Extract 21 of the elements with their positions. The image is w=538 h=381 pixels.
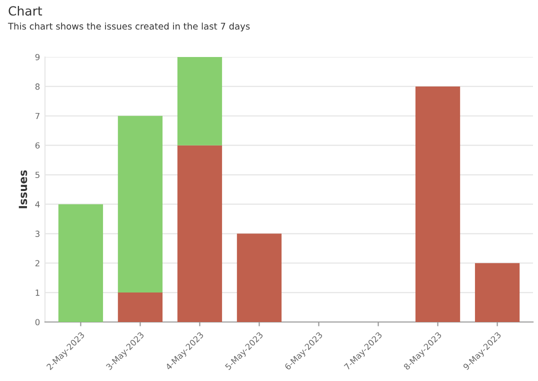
y-tick-label: 6	[35, 142, 40, 149]
y-tick-label: 4	[35, 201, 40, 208]
bar	[58, 204, 104, 322]
bar	[474, 263, 520, 322]
y-tick-label: 0	[35, 318, 40, 326]
bar	[177, 57, 222, 146]
y-tick-label: 9	[35, 54, 40, 60]
bar	[415, 86, 460, 322]
y-tick-label: 3	[35, 230, 40, 237]
bar	[236, 234, 282, 322]
y-tick-label: 1	[36, 290, 40, 296]
y-tick-label: 7	[36, 112, 40, 120]
y-axis-title: Issues	[18, 170, 28, 208]
y-tick-label: 5	[35, 172, 40, 178]
bar	[118, 292, 163, 322]
y-tick-label: 8	[35, 83, 40, 90]
chart-subtitle: This chart shows the issues created in the last 7 days	[8, 22, 250, 32]
y-tick-label: 2	[35, 260, 40, 266]
bar	[118, 116, 163, 293]
chart-title: Chart	[8, 6, 42, 16]
bar	[177, 145, 222, 322]
